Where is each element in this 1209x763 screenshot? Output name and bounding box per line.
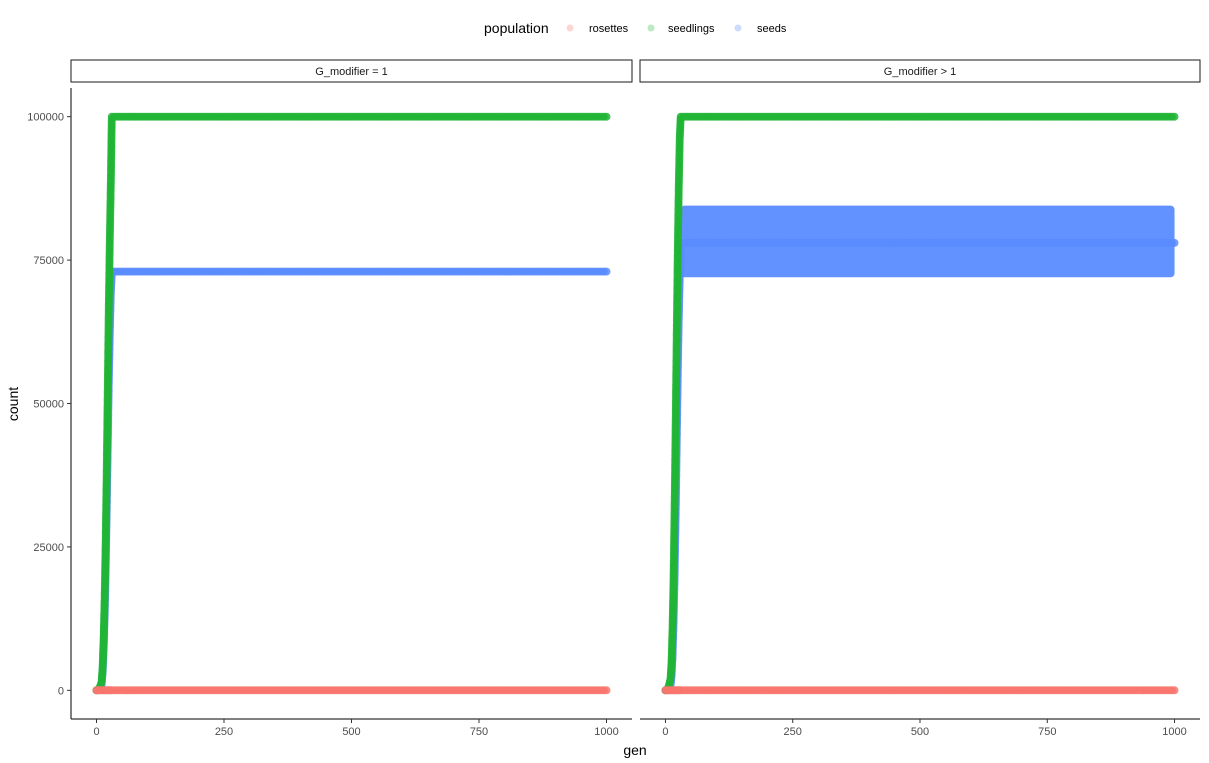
legend-title: population — [484, 20, 549, 36]
strip-box-2 — [639, 59, 1201, 83]
data-point-seeds — [602, 267, 611, 276]
y-tick-label: 0 — [58, 685, 64, 697]
y-tick-label: 100000 — [27, 112, 64, 124]
legend-label-seedlings: seedlings — [668, 23, 715, 35]
data-point-seedlings — [1170, 112, 1179, 121]
data-point-rosettes — [1170, 686, 1179, 695]
strip-label-2: G_modifier > 1 — [884, 66, 956, 78]
x-tick-label: 500 — [911, 726, 929, 738]
legend-key-seeds — [734, 24, 742, 32]
data-point-seedlings — [602, 112, 611, 121]
x-tick-label: 250 — [784, 726, 802, 738]
y-axis-title: count — [5, 387, 21, 421]
data-point-seeds — [1170, 238, 1179, 247]
strip-label-1: G_modifier = 1 — [315, 66, 387, 78]
legend: population rosettes seedlings seeds — [484, 20, 787, 36]
data-point-rosettes — [602, 686, 611, 695]
facet-panel-2: G_modifier > 1 0 250 500 750 1000 — [639, 59, 1201, 738]
x-tick-label: 1000 — [594, 726, 618, 738]
y-tick-label: 50000 — [33, 399, 64, 411]
legend-label-rosettes: rosettes — [589, 23, 629, 35]
x-tick-label: 1000 — [1162, 726, 1186, 738]
strip-box-1 — [70, 59, 633, 83]
x-tick-label: 500 — [342, 726, 360, 738]
facet-panel-1: G_modifier = 1 0 250 500 750 1000 0 25000 5000… — [27, 59, 633, 738]
x-tick-label: 0 — [93, 726, 99, 738]
x-tick-label: 250 — [215, 726, 233, 738]
legend-key-rosettes — [566, 24, 574, 32]
y-tick-label: 75000 — [33, 255, 64, 267]
x-tick-label: 750 — [470, 726, 488, 738]
x-tick-label: 750 — [1038, 726, 1056, 738]
x-tick-label: 0 — [662, 726, 668, 738]
y-tick-label: 25000 — [33, 542, 64, 554]
legend-label-seeds: seeds — [757, 23, 787, 35]
legend-key-seedlings — [647, 24, 655, 32]
x-axis-title: gen — [623, 742, 646, 758]
